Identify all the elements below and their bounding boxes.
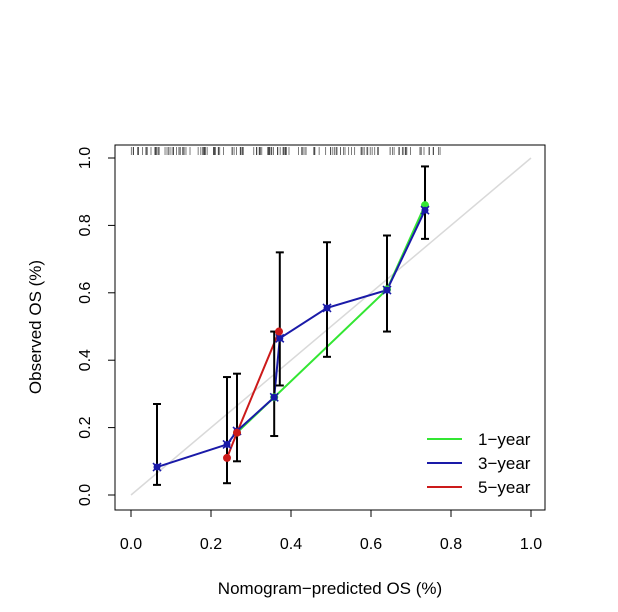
y-axis-label: Observed OS (%)	[26, 260, 45, 394]
series-layer	[156, 204, 426, 468]
y-tick-label: 0.6	[77, 282, 94, 304]
data-point-cross	[322, 303, 332, 313]
data-point	[223, 453, 231, 462]
data-point-cross	[152, 462, 162, 472]
legend: 1−year 3−year 5−year	[427, 430, 531, 497]
error-bars	[153, 165, 429, 486]
y-tick-label: 0.2	[77, 416, 94, 438]
data-point-cross	[382, 285, 392, 295]
data-point	[275, 327, 283, 336]
legend-entry-label: 5−year	[478, 478, 531, 497]
x-axis-label: Nomogram−predicted OS (%)	[218, 579, 442, 598]
data-point-cross	[222, 439, 232, 450]
x-tick-label: 0.4	[280, 536, 302, 553]
reference-diagonal	[130, 157, 532, 496]
rug-marks	[130, 147, 441, 155]
x-axis: 0.0 0.2 0.4 0.6 0.8 1.0	[120, 509, 542, 553]
x-tick-label: 0.6	[360, 536, 382, 553]
series-line	[236, 204, 426, 434]
y-tick-label: 0.8	[77, 214, 94, 236]
x-tick-label: 0.2	[200, 536, 222, 553]
data-point-cross	[420, 205, 430, 215]
legend-entry-label: 1−year	[478, 430, 531, 449]
x-tick-label: 1.0	[520, 536, 542, 553]
y-tick-label: 1.0	[77, 147, 94, 169]
y-axis: 0.0 0.2 0.4 0.6 0.8 1.0	[77, 147, 116, 506]
series-line	[156, 209, 426, 468]
x-tick-label: 0.0	[120, 536, 142, 553]
data-point-cross	[269, 392, 279, 402]
data-point-cross	[275, 333, 285, 343]
x-tick-label: 0.8	[440, 536, 462, 553]
y-tick-label: 0.0	[77, 484, 94, 506]
legend-entry-label: 3−year	[478, 454, 531, 473]
y-tick-label: 0.4	[77, 349, 94, 371]
data-markers	[152, 201, 430, 472]
data-point	[233, 428, 241, 437]
